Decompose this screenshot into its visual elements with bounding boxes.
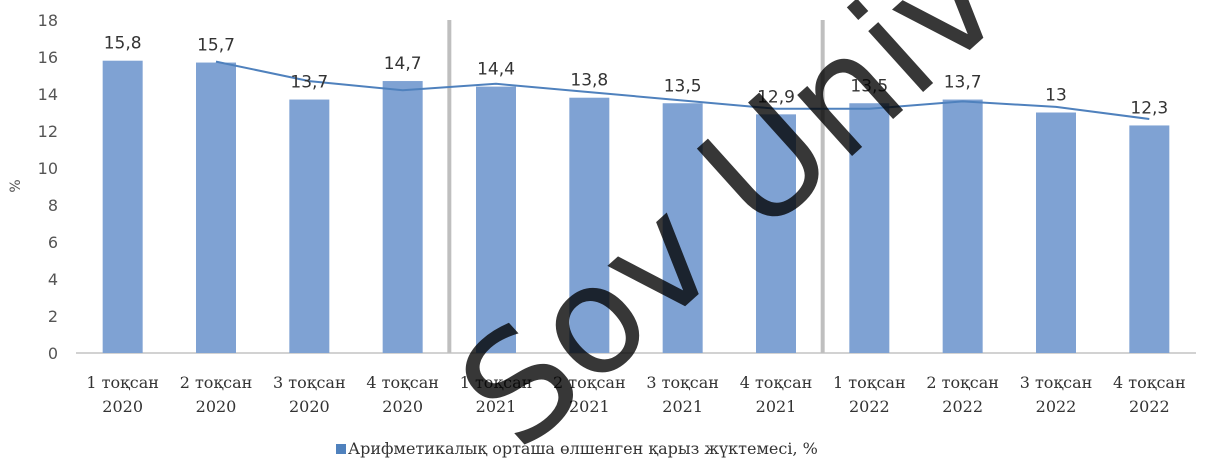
y-tick-label: 18	[38, 11, 58, 30]
legend-swatch	[336, 444, 346, 454]
category-year: 2021	[662, 397, 703, 416]
category-quarter: 3 тоқсан	[1020, 373, 1093, 392]
category-label: 3 тоқсан 2022	[1020, 373, 1093, 416]
category-year: 2022	[1036, 397, 1077, 416]
category-quarter: 2 тоқсан	[180, 373, 253, 392]
bar	[1036, 112, 1076, 353]
category-quarter: 4 тоқсан	[740, 373, 813, 392]
bar-series	[102, 60, 1170, 354]
y-tick-label: 10	[38, 159, 58, 178]
category-quarter: 3 тоқсан	[273, 373, 346, 392]
category-quarter: 1 тоқсан	[86, 373, 159, 392]
bar	[1129, 125, 1170, 353]
category-label: 1 тоқсан 2020	[86, 373, 159, 416]
data-label: 12,3	[1130, 98, 1168, 118]
legend: Арифметикалық орташа өлшенген қарыз жүкт…	[336, 439, 818, 458]
y-tick-label: 2	[48, 307, 58, 326]
bar	[196, 62, 236, 354]
category-label: 4 тоқсан 2022	[1113, 373, 1186, 416]
y-axis: 0 2 4 6 8 10 12 14 16 18	[38, 11, 1196, 363]
data-label: 13,7	[290, 73, 328, 93]
bar	[289, 99, 330, 353]
data-label: 12,9	[757, 87, 795, 107]
data-label: 13	[1045, 86, 1067, 106]
data-label: 13,5	[664, 76, 702, 96]
year-separators	[447, 20, 825, 353]
category-label: 4 тоқсан 2020	[366, 373, 439, 416]
category-label: 2 тоқсан 2022	[926, 373, 999, 416]
category-quarter: 1 тоқсан	[460, 373, 533, 392]
category-label: 3 тоқсан 2021	[646, 373, 719, 416]
data-label: 13,8	[570, 71, 608, 91]
data-label: 13,7	[944, 73, 982, 93]
category-year: 2020	[289, 397, 330, 416]
category-quarter: 1 тоқсан	[833, 373, 906, 392]
category-label: 2 тоқсан 2021	[553, 373, 626, 416]
data-label: 15,7	[197, 36, 235, 56]
bar	[102, 60, 143, 353]
trend-line-path	[215, 60, 1150, 120]
y-tick-label: 4	[48, 270, 58, 289]
category-quarter: 2 тоқсан	[553, 373, 626, 392]
category-year: 2020	[196, 397, 237, 416]
category-year: 2020	[102, 397, 143, 416]
y-axis-label: %	[8, 179, 24, 192]
bar	[942, 99, 983, 353]
category-year: 2021	[756, 397, 797, 416]
category-year: 2021	[569, 397, 610, 416]
trend-line	[215, 60, 1150, 120]
category-quarter: 3 тоқсан	[646, 373, 719, 392]
data-label: 14,4	[477, 60, 515, 80]
category-label: 1 тоқсан 2022	[833, 373, 906, 416]
data-label: 14,7	[384, 54, 422, 74]
category-year: 2022	[849, 397, 890, 416]
y-tick-label: 12	[38, 122, 58, 141]
category-label: 3 тоқсан 2020	[273, 373, 346, 416]
category-label: 1 тоқсан 2021	[460, 373, 533, 416]
bar	[476, 86, 516, 353]
category-quarter: 4 тоқсан	[1113, 373, 1186, 392]
bar	[382, 81, 423, 354]
category-year: 2021	[476, 397, 517, 416]
category-year: 2020	[382, 397, 423, 416]
category-year: 2022	[1129, 397, 1170, 416]
data-label: 15,8	[104, 34, 142, 54]
y-tick-label: 14	[38, 85, 58, 104]
category-quarter: 2 тоқсан	[926, 373, 999, 392]
bar	[569, 97, 610, 353]
category-label: 2 тоқсан 2020	[180, 373, 253, 416]
category-quarter: 4 тоқсан	[366, 373, 439, 392]
data-labels: 15,8 15,7 13,7 14,7 14,4 13,8 13,5 12,9 13,5 13,7…	[104, 34, 1169, 119]
bar	[849, 103, 890, 353]
y-tick-label: 8	[48, 196, 58, 215]
category-year: 2022	[942, 397, 983, 416]
y-tick-label: 0	[48, 344, 58, 363]
bar	[662, 103, 703, 353]
legend-label: Арифметикалық орташа өлшенген қарыз жүкт…	[348, 439, 818, 458]
y-tick-label: 16	[38, 48, 58, 67]
bar	[756, 114, 796, 353]
y-tick-label: 6	[48, 233, 58, 252]
data-label: 13,5	[850, 76, 888, 96]
category-label: 4 тоқсан 2021	[740, 373, 813, 416]
